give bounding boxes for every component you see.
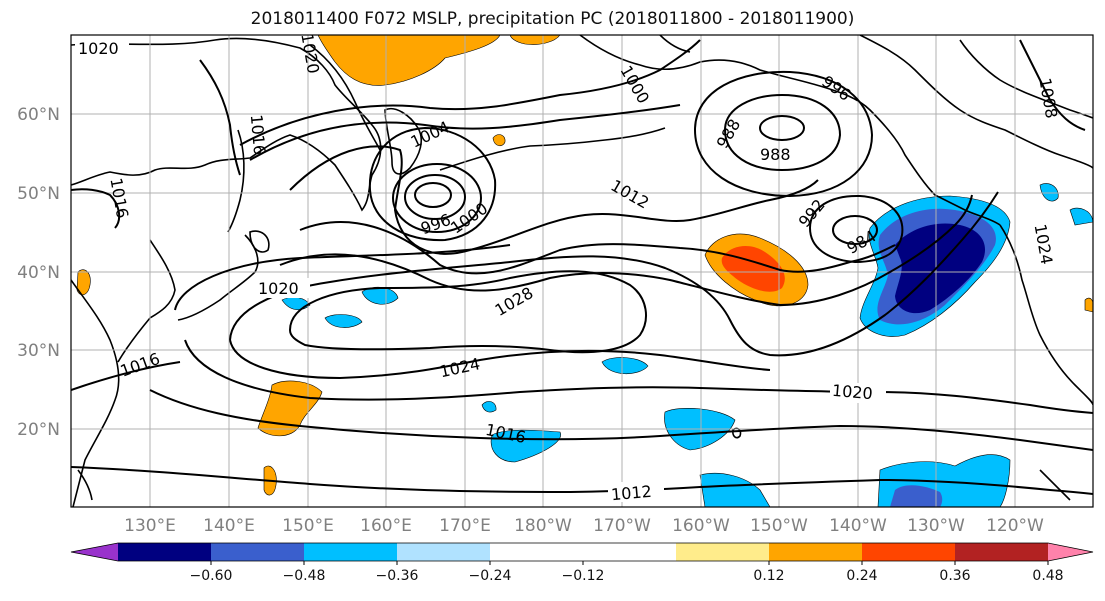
map-panel: 1020 1020 1016 1016 1016 1004 1000 996 1… xyxy=(71,35,1093,507)
colorbar-segment xyxy=(676,543,770,561)
contour-label: 1012 xyxy=(610,482,652,504)
precip-positive-area xyxy=(76,269,91,296)
precip-negative-area xyxy=(481,401,497,413)
colorbar-segment xyxy=(769,543,863,561)
lon-label: 150°E xyxy=(282,516,334,536)
colorbar-segment xyxy=(955,543,1049,561)
lat-label: 30°N xyxy=(17,341,60,361)
colorbar-extend-min xyxy=(71,543,118,561)
colorbar-segment xyxy=(304,543,398,561)
precip-negative-area xyxy=(601,357,649,375)
colorbar-tick-label: 0.12 xyxy=(753,568,784,584)
colorbar-segment xyxy=(118,543,212,561)
lat-label: 50°N xyxy=(17,184,60,204)
colorbar-segment xyxy=(583,543,677,561)
colorbar-tick-label: 0.36 xyxy=(939,568,970,584)
lat-label: 60°N xyxy=(17,105,60,125)
colorbar-tick-label: −0.48 xyxy=(283,568,326,584)
colorbar-outline xyxy=(70,542,1094,562)
precip-negative-area xyxy=(1069,207,1093,226)
precip-positive-area xyxy=(317,35,501,86)
precip-negative-area xyxy=(699,472,771,507)
lon-label: 160°E xyxy=(360,516,412,536)
lon-label: 130°W xyxy=(907,516,965,536)
lon-label: 140°W xyxy=(829,516,887,536)
colorbar-segment xyxy=(862,543,956,561)
colorbar-tick-label: −0.24 xyxy=(469,568,512,584)
mslp-contours xyxy=(71,39,1093,495)
lon-label: 180°W xyxy=(514,516,572,536)
precip-positive-area xyxy=(509,35,561,45)
colorbar-extend-max xyxy=(1048,543,1093,561)
contour-label: 1020 xyxy=(78,39,119,58)
contour-label: 988 xyxy=(760,145,791,164)
colorbar-segment xyxy=(490,543,584,561)
lon-label: 170°E xyxy=(439,516,491,536)
longitude-labels: 130°E 140°E 150°E 160°E 170°E 180°W 170°… xyxy=(124,516,1044,536)
colorbar-tick-label: −0.60 xyxy=(190,568,233,584)
precip-negative-area-mid xyxy=(890,485,943,507)
precip-shading xyxy=(76,35,1093,507)
precip-negative-area xyxy=(1039,183,1059,202)
colorbar-segment xyxy=(397,543,491,561)
contour-label: 1020 xyxy=(258,279,299,298)
precip-positive-area xyxy=(1084,297,1093,313)
contour-label: 1020 xyxy=(831,381,873,403)
lon-label: 130°E xyxy=(124,516,176,536)
latitude-labels: 60°N 50°N 40°N 30°N 20°N xyxy=(17,105,60,440)
chart-title: 2018011400 F072 MSLP, precipitation PC (… xyxy=(250,9,855,29)
lon-label: 160°W xyxy=(672,516,730,536)
lon-label: 140°E xyxy=(203,516,255,536)
precip-negative-area-strong xyxy=(895,223,986,314)
lon-label: 170°W xyxy=(593,516,651,536)
colorbar-tick-label: 0.24 xyxy=(846,568,877,584)
precip-negative-area xyxy=(324,314,363,328)
coastlines xyxy=(71,35,1093,507)
lat-label: 40°N xyxy=(17,263,60,283)
lon-label: 150°W xyxy=(750,516,808,536)
map-frame xyxy=(70,34,1094,508)
colorbar-segment xyxy=(211,543,305,561)
colorbar: −0.60 −0.48 −0.36 −0.24 −0.12 0.12 0.24 0.36 0.4… xyxy=(70,542,1094,584)
contour-label: 1016 xyxy=(247,114,269,156)
lon-label: 120°W xyxy=(986,516,1044,536)
colorbar-tick-label: −0.12 xyxy=(562,568,605,584)
precip-positive-area xyxy=(492,134,506,147)
colorbar-tick-label: −0.36 xyxy=(376,568,419,584)
lat-label: 20°N xyxy=(17,420,60,440)
colorbar-tick-label: 0.48 xyxy=(1032,568,1063,584)
